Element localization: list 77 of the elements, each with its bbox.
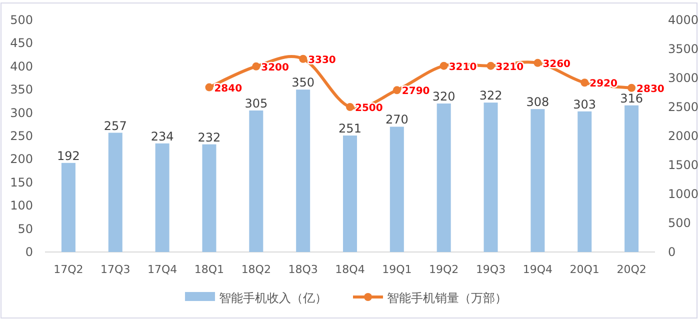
x-tick-label: 17Q3 (100, 263, 130, 276)
y-tick-label: 50 (18, 222, 33, 236)
y-tick-label: 150 (10, 175, 33, 190)
y2-tick-label: 3000 (668, 71, 698, 85)
data-label: 308 (526, 95, 550, 110)
y-tick-label: 0 (25, 245, 33, 259)
bar (624, 105, 639, 252)
data-label: 2840 (214, 83, 242, 94)
data-label: 3330 (308, 54, 336, 66)
data-label: 350 (292, 76, 315, 90)
data-label: 303 (573, 97, 596, 112)
bar (390, 126, 404, 252)
y2-tick-label: 3500 (668, 42, 698, 56)
y2-tick-label: 2500 (668, 100, 698, 114)
bar (436, 104, 451, 252)
point (205, 83, 214, 92)
y2-tick-label: 0 (668, 245, 676, 259)
point (486, 62, 495, 70)
point (346, 103, 354, 111)
data-label: 3260 (542, 58, 571, 70)
bar (296, 90, 310, 252)
x-tick-label: 19Q3 (476, 263, 506, 276)
y2-tick-label: 500 (668, 216, 691, 230)
y2-tick-label: 2000 (668, 129, 698, 143)
x-tick-label: 18Q1 (194, 263, 224, 276)
y2-tick-label: 4000 (668, 13, 698, 27)
data-label: 192 (57, 148, 80, 163)
data-label: 2790 (402, 86, 430, 98)
data-label: 251 (338, 122, 362, 136)
bar (530, 109, 545, 252)
bar (484, 102, 498, 252)
point (534, 58, 542, 67)
bar (61, 162, 76, 252)
data-label: 3210 (496, 62, 524, 73)
point (299, 54, 308, 63)
y-tick-label: 250 (10, 129, 33, 143)
data-label: 3200 (261, 62, 290, 74)
data-label: 305 (244, 96, 268, 110)
y-tick-label: 450 (10, 36, 33, 50)
point (252, 62, 260, 70)
data-label: 322 (479, 88, 502, 103)
bar (249, 110, 264, 252)
bar (343, 136, 357, 252)
y-tick-label: 400 (10, 59, 33, 74)
y-tick-label: 200 (10, 152, 33, 166)
bar (578, 111, 592, 252)
y-tick-label: 500 (10, 13, 33, 27)
x-tick-label: 17Q4 (147, 263, 178, 276)
y-tick-label: 100 (10, 198, 33, 213)
x-tick-label: 20Q1 (570, 263, 600, 276)
point (440, 62, 448, 70)
legend-label: 智能手机收入（亿） (219, 291, 327, 305)
data-label: 232 (198, 130, 221, 144)
x-tick-label: 20Q2 (616, 263, 646, 276)
y-tick-label: 350 (10, 82, 33, 97)
y2-tick-label: 1500 (668, 158, 698, 172)
bar (202, 144, 216, 252)
data-label: 270 (385, 112, 408, 127)
point (392, 86, 401, 94)
x-tick-label: 18Q2 (241, 263, 271, 276)
data-label: 234 (150, 129, 174, 144)
x-tick-label: 17Q2 (54, 263, 84, 276)
y2-tick-label: 1000 (668, 187, 698, 201)
data-label: 257 (104, 118, 127, 133)
x-tick-label: 19Q2 (429, 263, 459, 276)
point (628, 84, 636, 92)
x-tick-label: 18Q4 (335, 263, 365, 276)
bar (155, 143, 170, 252)
legend-label: 智能手机销量（万部） (387, 291, 507, 305)
data-label: 2500 (355, 103, 383, 114)
x-tick-label: 19Q1 (382, 263, 412, 276)
point (580, 78, 589, 87)
data-label: 320 (432, 90, 456, 104)
x-tick-label: 18Q3 (288, 263, 318, 276)
bar (108, 132, 122, 252)
y-tick-label: 300 (10, 106, 33, 120)
x-tick-label: 19Q4 (522, 263, 553, 276)
